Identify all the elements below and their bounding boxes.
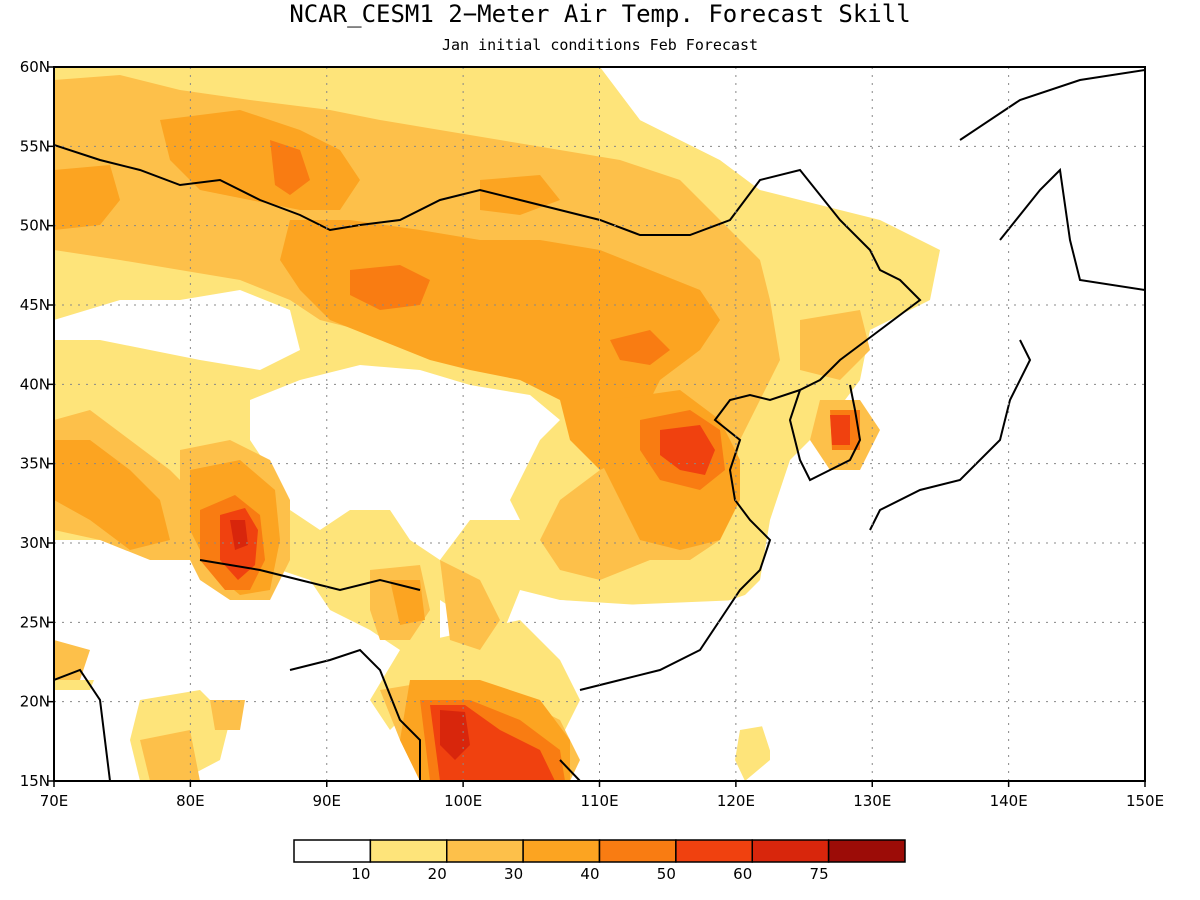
lon-tick-label: 110E	[580, 792, 618, 810]
lon-tick-label: 150E	[1126, 792, 1164, 810]
lat-tick-label: 55N	[20, 137, 50, 155]
vietnam-coast	[559, 759, 581, 781]
map-subtitle: Jan initial conditions Feb Forecast	[442, 36, 758, 54]
skill-shading-layer	[54, 67, 1145, 781]
colorbar-swatch	[293, 839, 372, 863]
colorbar-swatch	[598, 839, 677, 863]
sakhalin-coast	[999, 167, 1145, 291]
lat-tick-label: 60N	[20, 58, 50, 76]
colorbar-swatch	[675, 839, 753, 863]
colorbar-label: 40	[580, 865, 599, 883]
colorbar-swatch	[827, 839, 906, 863]
colorbar-label: 60	[733, 865, 752, 883]
lat-tick-label: 20N	[20, 693, 50, 711]
colorbar-swatch	[369, 839, 448, 863]
lat-tick-label: 35N	[20, 455, 50, 473]
lon-tick-label: 80E	[176, 792, 205, 810]
skill-band-60-75	[230, 520, 470, 760]
lon-tick-label: 120E	[717, 792, 755, 810]
china-east-coast	[579, 389, 801, 691]
lon-tick-label: 130E	[853, 792, 891, 810]
colorbar-label: 10	[351, 865, 370, 883]
lon-tick-label: 100E	[444, 792, 482, 810]
kamchatka-coast	[959, 69, 1145, 141]
graticule-grid	[54, 67, 1145, 781]
colorbar-swatch	[446, 839, 524, 863]
northern-border	[54, 144, 922, 482]
lon-tick-label: 70E	[40, 792, 69, 810]
lon-tick-label: 90E	[312, 792, 341, 810]
map-title: NCAR_CESM1 2−Meter Air Temp. Forecast Sk…	[289, 0, 910, 28]
colorbar-swatch	[751, 839, 830, 863]
colorbar-label: 50	[657, 865, 676, 883]
japan-coast	[869, 339, 1032, 531]
lat-tick-label: 40N	[20, 375, 50, 393]
himalaya-border	[199, 559, 421, 592]
colorbar: 10 20 30 40 50 60 75	[293, 839, 906, 883]
colorbar-label: 30	[504, 865, 523, 883]
india-west-coast	[54, 668, 111, 781]
colorbar-swatch	[522, 839, 601, 863]
colorbar-label: 75	[810, 865, 829, 883]
coastline-layer	[54, 69, 1145, 781]
lat-tick-label: 15N	[20, 772, 50, 790]
colorbar-label: 20	[428, 865, 447, 883]
lat-tick-label: 25N	[20, 613, 50, 631]
lat-tick-label: 30N	[20, 534, 50, 552]
bay-of-bengal-coast	[289, 648, 421, 781]
skill-band-below-10	[54, 67, 1145, 781]
axis-ticks: 70E 80E 90E 100E 110E 120E 130E 140E 150E 15N 20N 2…	[20, 58, 1164, 810]
lat-tick-label: 50N	[20, 217, 50, 235]
lat-tick-label: 45N	[20, 296, 50, 314]
lon-tick-label: 140E	[990, 792, 1028, 810]
